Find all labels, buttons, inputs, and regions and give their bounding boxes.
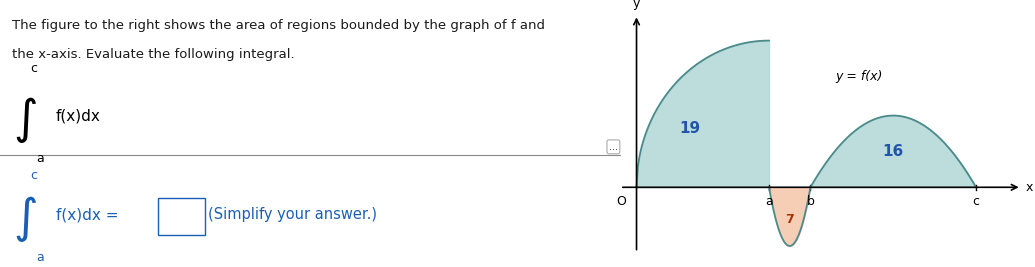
Text: $\int$: $\int$ [12,95,37,145]
Text: y: y [632,0,641,10]
Text: b: b [806,195,815,209]
Text: c: c [973,195,979,209]
Text: y = f(x): y = f(x) [835,70,883,83]
Text: x: x [1026,181,1033,194]
Text: c: c [31,168,37,182]
Text: $\int$: $\int$ [12,194,37,244]
Text: ...: ... [609,142,618,152]
Text: O: O [616,195,626,209]
Text: (Simplify your answer.): (Simplify your answer.) [208,207,377,222]
Text: c: c [31,62,37,75]
Text: 19: 19 [680,121,701,136]
Text: f(x)dx: f(x)dx [56,109,100,124]
Text: 7: 7 [786,213,794,226]
Text: a: a [36,251,45,264]
Text: a: a [765,195,773,209]
Text: the x-axis. Evaluate the following integral.: the x-axis. Evaluate the following integ… [12,48,295,61]
FancyBboxPatch shape [158,198,205,235]
Text: 16: 16 [883,144,904,159]
Text: f(x)dx =: f(x)dx = [56,207,123,222]
Text: The figure to the right shows the area of regions bounded by the graph of f and: The figure to the right shows the area o… [12,19,545,32]
Text: a: a [36,152,45,165]
